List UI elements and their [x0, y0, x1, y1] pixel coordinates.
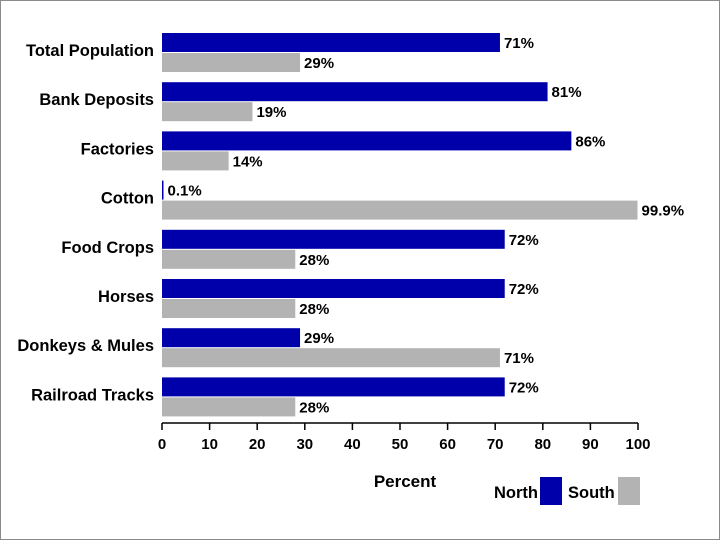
- data-label: 86%: [575, 133, 605, 150]
- data-label: 99.9%: [642, 203, 685, 220]
- bar-south: [162, 53, 301, 72]
- category-label: Railroad Tracks: [31, 386, 154, 404]
- x-tick-label: 10: [201, 436, 218, 453]
- category-label: Bank Deposits: [39, 91, 154, 109]
- data-label: 71%: [504, 35, 534, 52]
- category-label: Horses: [98, 288, 154, 306]
- bar-north: [162, 377, 505, 397]
- x-tick-label: 90: [582, 436, 599, 453]
- data-label: 14%: [233, 153, 263, 170]
- bar-north: [162, 33, 500, 52]
- bar-north: [162, 180, 164, 200]
- x-tick-label: 70: [487, 436, 504, 453]
- bar-south: [162, 249, 296, 269]
- bar-south: [162, 299, 296, 318]
- x-tick-label: 30: [296, 436, 313, 453]
- x-tick-label: 60: [439, 436, 456, 453]
- bar-north: [162, 131, 572, 151]
- data-label: 19%: [256, 104, 286, 121]
- category-label: Factories: [81, 140, 154, 158]
- data-label: 72%: [509, 232, 539, 249]
- x-tick-label: 0: [158, 436, 166, 453]
- legend-swatch-north: [540, 477, 562, 505]
- x-tick-label: 40: [344, 436, 361, 453]
- x-tick-label: 80: [534, 436, 551, 453]
- data-label: 28%: [299, 301, 329, 318]
- data-label: 28%: [299, 252, 329, 269]
- bar-south: [162, 151, 229, 171]
- category-label: Donkeys & Mules: [17, 337, 154, 355]
- data-label: 72%: [509, 379, 539, 396]
- x-axis-label: Percent: [374, 472, 437, 491]
- bar-south: [162, 397, 296, 417]
- data-label: 71%: [504, 350, 534, 367]
- bar-north: [162, 82, 548, 102]
- legend-swatch-south: [618, 477, 640, 505]
- legend-label-north: North: [494, 484, 538, 502]
- category-label: Cotton: [101, 190, 154, 208]
- legend-label-south: South: [568, 484, 615, 502]
- data-label: 29%: [304, 55, 334, 72]
- data-label: 0.1%: [168, 183, 202, 200]
- category-label: Total Population: [26, 42, 154, 60]
- x-tick-label: 50: [392, 436, 409, 453]
- bar-north: [162, 328, 301, 348]
- x-tick-label: 100: [625, 436, 650, 453]
- data-label: 29%: [304, 330, 334, 347]
- bar-north: [162, 229, 505, 249]
- bar-south: [162, 102, 253, 122]
- data-label: 72%: [509, 281, 539, 298]
- category-label: Food Crops: [61, 239, 154, 257]
- x-tick-label: 20: [249, 436, 266, 453]
- data-label: 81%: [552, 84, 582, 101]
- data-label: 28%: [299, 399, 329, 416]
- bar-south: [162, 200, 638, 220]
- bar-north: [162, 279, 505, 298]
- bar-south: [162, 348, 500, 368]
